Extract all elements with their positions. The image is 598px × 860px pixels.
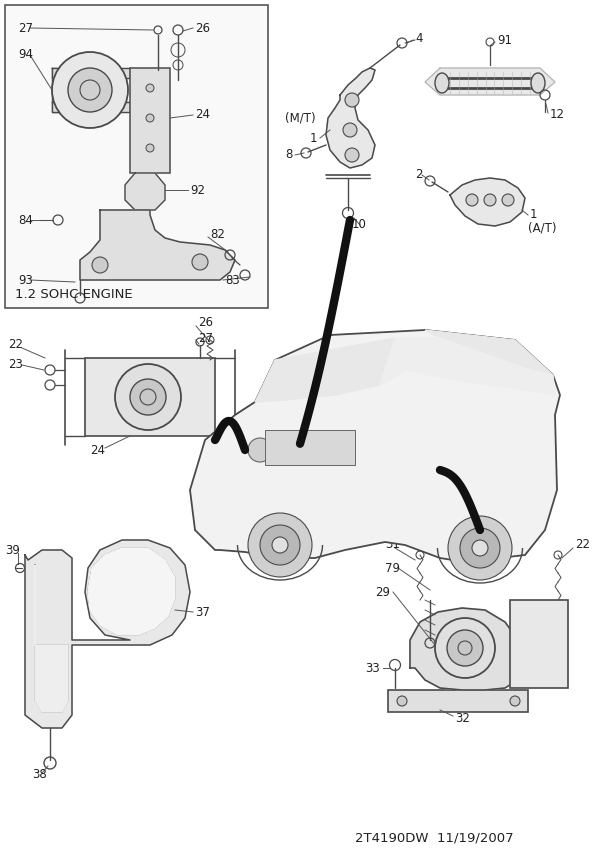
Text: 24: 24	[90, 444, 105, 457]
Text: (A/T): (A/T)	[528, 222, 557, 235]
Text: 82: 82	[210, 229, 225, 242]
Circle shape	[502, 194, 514, 206]
Circle shape	[472, 540, 488, 556]
Text: 12: 12	[550, 108, 565, 121]
Circle shape	[248, 513, 312, 577]
Polygon shape	[425, 330, 553, 375]
Polygon shape	[35, 565, 68, 712]
Bar	[130, 68, 170, 173]
Text: 1: 1	[530, 208, 538, 222]
Circle shape	[510, 696, 520, 706]
Polygon shape	[410, 608, 522, 690]
Circle shape	[248, 438, 272, 462]
Polygon shape	[190, 330, 560, 562]
Circle shape	[397, 696, 407, 706]
Bar	[5, 5, 268, 308]
Circle shape	[297, 447, 313, 463]
Ellipse shape	[531, 73, 545, 93]
Circle shape	[448, 516, 512, 580]
Circle shape	[343, 123, 357, 137]
Circle shape	[52, 52, 128, 128]
Circle shape	[146, 144, 154, 152]
Bar	[265, 430, 355, 465]
Circle shape	[447, 630, 483, 666]
Text: 83: 83	[225, 273, 240, 286]
Text: 91: 91	[497, 34, 512, 46]
Circle shape	[435, 618, 495, 678]
Polygon shape	[52, 68, 62, 112]
Polygon shape	[25, 540, 190, 728]
Text: 23: 23	[8, 359, 23, 372]
Text: (M/T): (M/T)	[285, 112, 316, 125]
Circle shape	[92, 257, 108, 273]
Circle shape	[146, 114, 154, 122]
Circle shape	[484, 194, 496, 206]
Text: 27: 27	[18, 22, 33, 34]
Text: 39: 39	[5, 544, 20, 556]
Bar	[388, 690, 528, 712]
Circle shape	[466, 194, 478, 206]
Circle shape	[192, 254, 208, 270]
Text: 2: 2	[415, 169, 423, 181]
Polygon shape	[380, 338, 555, 395]
Text: 22: 22	[575, 538, 590, 551]
Text: 8: 8	[285, 149, 292, 162]
Circle shape	[115, 364, 181, 430]
Bar	[510, 600, 568, 688]
Polygon shape	[450, 178, 525, 226]
Text: 93: 93	[18, 273, 33, 286]
Text: 37: 37	[195, 605, 210, 618]
Text: 27: 27	[198, 331, 213, 345]
Circle shape	[272, 537, 288, 553]
Text: 4: 4	[415, 32, 423, 45]
Polygon shape	[425, 68, 555, 95]
Text: 10: 10	[352, 218, 367, 231]
Text: 29: 29	[375, 586, 390, 599]
Polygon shape	[52, 102, 130, 112]
Polygon shape	[326, 68, 375, 168]
Circle shape	[130, 379, 166, 415]
Polygon shape	[125, 173, 165, 210]
Circle shape	[345, 93, 359, 107]
Circle shape	[460, 528, 500, 568]
Text: 22: 22	[8, 339, 23, 352]
Bar	[85, 358, 215, 436]
Polygon shape	[88, 548, 175, 635]
Polygon shape	[255, 338, 395, 402]
Polygon shape	[52, 68, 130, 78]
Text: 92: 92	[190, 183, 205, 196]
Text: 31: 31	[385, 538, 400, 551]
Text: 2T4190DW  11/19/2007: 2T4190DW 11/19/2007	[355, 832, 514, 845]
Text: 1: 1	[310, 132, 318, 144]
Text: 38: 38	[32, 769, 47, 782]
Text: 79: 79	[385, 562, 400, 574]
Text: 33: 33	[365, 661, 380, 674]
Text: 26: 26	[195, 22, 210, 34]
Circle shape	[345, 148, 359, 162]
Text: 94: 94	[18, 48, 33, 62]
Circle shape	[146, 84, 154, 92]
Circle shape	[322, 444, 338, 460]
Polygon shape	[80, 210, 235, 280]
Circle shape	[68, 68, 112, 112]
Text: 1.2 SOHC ENGINE: 1.2 SOHC ENGINE	[15, 288, 133, 302]
Ellipse shape	[435, 73, 449, 93]
Text: 24: 24	[195, 108, 210, 121]
Circle shape	[260, 525, 300, 565]
Text: 32: 32	[455, 711, 470, 724]
Text: 84: 84	[18, 213, 33, 226]
Text: 26: 26	[198, 316, 213, 329]
